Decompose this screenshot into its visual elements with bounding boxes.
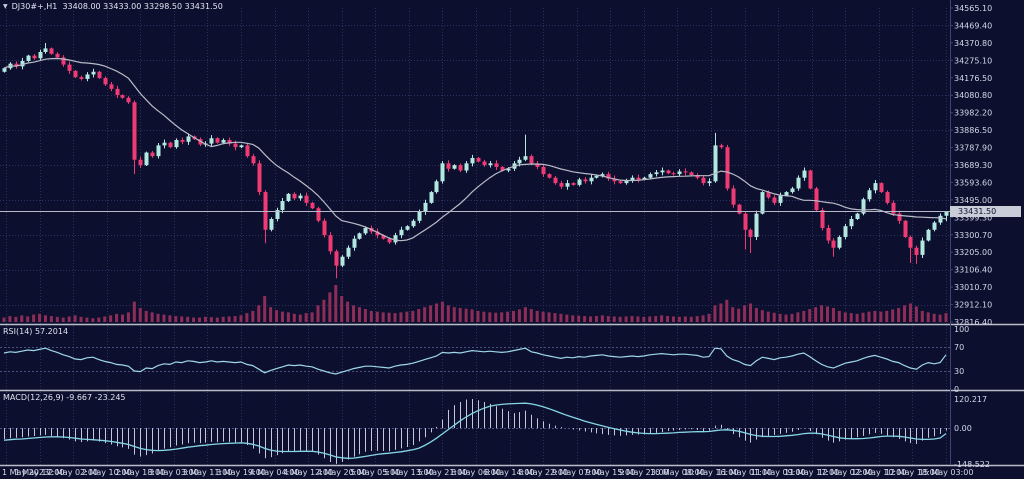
axis-label: 0.00 — [954, 424, 972, 433]
axis-label: 12 May 10:00 — [851, 468, 906, 477]
candlesticks — [2, 43, 949, 279]
axis-label: 5 May 13:00 — [384, 468, 434, 477]
macd-signal-line — [3, 402, 947, 459]
axis-label: 9 May 23:00 — [619, 468, 669, 477]
axis-label: 9 May 15:00 — [585, 468, 635, 477]
axis-label: 5 May 21:00 — [418, 468, 468, 477]
axis-label: 30 — [954, 367, 964, 376]
axis-label: 10 May 08:00 — [650, 468, 705, 477]
axis-label: -148.522 — [954, 460, 990, 469]
moving-average-line — [3, 57, 947, 242]
axis-label: 11 May 17:00 — [784, 468, 839, 477]
axis-label: 33886.50 — [954, 126, 992, 135]
price-axis[interactable] — [950, 0, 1024, 465]
price-axis-labels: 34565.10 34469.40 34370.80 34275.10 34176.50… — [950, 4, 992, 469]
macd-histogram — [4, 399, 947, 464]
rsi-indicator-label[interactable]: RSI(14) 57.2014 — [3, 327, 69, 336]
axis-label: 34080.80 — [954, 91, 992, 100]
chart-title-text: DJ30#+,H1 33408.00 33433.00 33298.50 334… — [11, 2, 223, 11]
axis-label: 12 May 02:00 — [818, 468, 873, 477]
axis-label: 11 May 01:00 — [717, 468, 772, 477]
axis-label: 4 May 20:00 — [317, 468, 367, 477]
current-price-tag: 33431.50 — [950, 206, 1021, 217]
axis-label: 12 May 18:00 — [885, 468, 940, 477]
dropdown-arrow-icon[interactable]: ▼ — [3, 3, 8, 10]
rsi-line — [3, 347, 947, 375]
axis-label: 2 May 02:00 — [48, 468, 98, 477]
axis-label: 1 May 17:00 — [15, 468, 65, 477]
axis-label: 3 May 11:00 — [183, 468, 233, 477]
axis-label: 32816.40 — [954, 318, 992, 327]
axis-label: 33300.70 — [954, 231, 992, 240]
axis-label: 10 May 16:00 — [684, 468, 739, 477]
axis-label: 8 May 06:00 — [451, 468, 501, 477]
axis-label: 34370.80 — [954, 39, 992, 48]
axis-label: 5 May 05:00 — [350, 468, 400, 477]
axis-label: 3 May 19:00 — [216, 468, 266, 477]
axis-label: 4 May 04:00 — [250, 468, 300, 477]
axis-label: 33689.30 — [954, 161, 992, 170]
axis-label: 9 May 07:00 — [552, 468, 602, 477]
axis-label: 1 May 2023 — [2, 468, 49, 477]
axis-label: 0 — [954, 385, 959, 394]
macd-indicator-label[interactable]: MACD(12,26,9) -9.667 -23.245 — [3, 393, 126, 402]
axis-label: 33982.20 — [954, 109, 992, 118]
axis-label: 33205.00 — [954, 248, 992, 257]
axis-label: 120.217 — [954, 395, 987, 404]
axis-label: 15 May 03:00 — [919, 468, 974, 477]
axis-label: 33010.70 — [954, 283, 992, 292]
axis-label: 4 May 12:00 — [283, 468, 333, 477]
axis-label: 2 May 18:00 — [115, 468, 165, 477]
axis-label: 33106.40 — [954, 266, 992, 275]
axis-label: 33495.00 — [954, 196, 992, 205]
axis-label: 32912.10 — [954, 301, 992, 310]
axis-label: 34176.50 — [954, 74, 992, 83]
axis-label: 8 May 14:00 — [485, 468, 535, 477]
axis-label: 100 — [954, 325, 969, 334]
chart-title: ▼ DJ30#+,H1 33408.00 33433.00 33298.50 33… — [3, 2, 223, 11]
axis-label: 8 May 22:00 — [518, 468, 568, 477]
time-axis[interactable] — [0, 465, 1024, 479]
axis-label: 11 May 09:00 — [751, 468, 806, 477]
axis-label: 34275.10 — [954, 56, 992, 65]
axis-label: 33593.60 — [954, 178, 992, 187]
axis-label: 34469.40 — [954, 21, 992, 30]
axis-label: 70 — [954, 343, 964, 352]
volume-bars — [2, 285, 948, 322]
axis-label: 33399.30 — [954, 213, 992, 222]
axis-label: 2 May 10:00 — [82, 468, 132, 477]
axis-label: 33787.90 — [954, 144, 992, 153]
axis-label: 3 May 03:00 — [149, 468, 199, 477]
axis-label: 34565.10 — [954, 4, 992, 13]
